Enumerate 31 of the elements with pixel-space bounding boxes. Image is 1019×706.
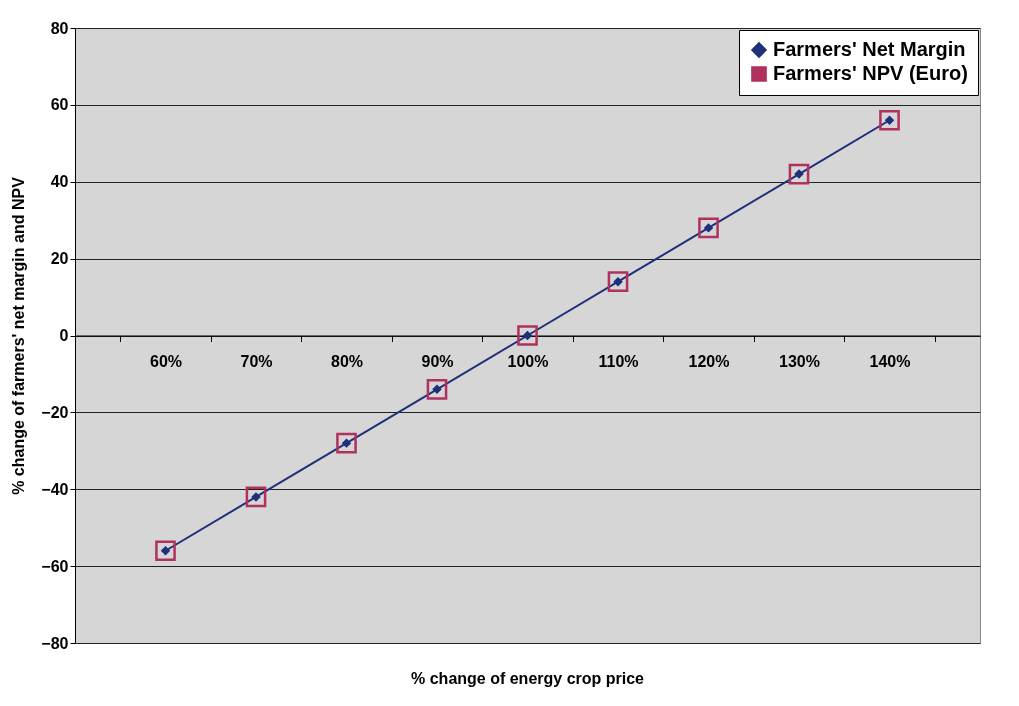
point bbox=[426, 378, 448, 400]
y-tick-label: −60 bbox=[41, 557, 69, 575]
x-tick-label: 60% bbox=[149, 353, 183, 370]
y-tick-label: −40 bbox=[41, 480, 69, 498]
x-tick-label: 90% bbox=[421, 353, 454, 370]
point bbox=[245, 486, 267, 508]
point bbox=[698, 217, 719, 239]
x-tick-label: 110% bbox=[598, 353, 639, 370]
x-tick-label: 70% bbox=[240, 353, 273, 370]
point bbox=[155, 540, 176, 562]
point bbox=[879, 109, 900, 131]
y-tick-label: 40 bbox=[50, 173, 69, 191]
point bbox=[336, 432, 357, 454]
legend-label: Farmers' NPV (Euro) bbox=[773, 62, 968, 84]
y-tick-label: 0 bbox=[59, 327, 69, 344]
y-tick-label: 80 bbox=[50, 19, 69, 37]
x-tick-label: 100% bbox=[507, 353, 549, 370]
legend-label: Farmers' Net Margin bbox=[773, 38, 966, 60]
y-tick-label: −80 bbox=[41, 634, 69, 652]
point bbox=[607, 271, 629, 293]
x-tick-label: 130% bbox=[779, 353, 820, 370]
x-tick-label: 140% bbox=[869, 353, 911, 370]
y-axis-title: % change of farmers' net margin and NPV bbox=[10, 176, 28, 495]
point bbox=[517, 325, 538, 346]
x-axis-title: % change of energy crop price bbox=[411, 670, 645, 687]
x-tick-label: 120% bbox=[688, 353, 730, 370]
y-tick-label: 20 bbox=[50, 250, 69, 268]
x-tick-label: 80% bbox=[330, 353, 364, 370]
y-tick-label: 60 bbox=[50, 96, 69, 114]
y-tick-label: −20 bbox=[41, 403, 69, 421]
point bbox=[788, 163, 810, 185]
